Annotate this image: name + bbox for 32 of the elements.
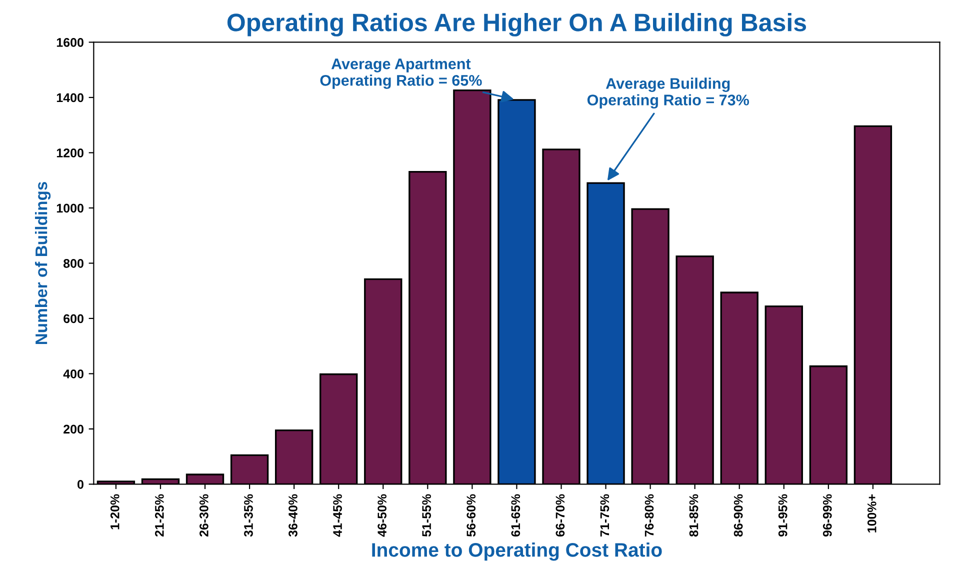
x-tick-label: 86-90% [734, 494, 743, 537]
y-tick-label: 0 [78, 480, 84, 489]
x-tick-label: 31-35% [244, 494, 253, 537]
x-tick-label: 91-95% [778, 494, 788, 537]
y-tick-label: 1400 [56, 93, 84, 102]
x-tick-label: 41-45% [333, 494, 342, 537]
y-axis-title: Number of Buildings [34, 182, 51, 344]
x-tick-label: 76-80% [644, 494, 654, 536]
y-tick-label: 600 [64, 314, 84, 324]
x-tick-label: 56-60% [466, 494, 476, 537]
x-tick-label: 1-20% [110, 494, 120, 530]
x-tick-label: 26-30% [200, 494, 208, 537]
chart-title: Operating Ratios Are Higher On A Building Basis [227, 12, 806, 36]
y-tick-label: 200 [64, 424, 84, 434]
annotation: Average Apartment Operating Ratio = 65% [320, 58, 482, 89]
y-tick-label: 1000 [56, 204, 84, 213]
x-tick-label: 21-25% [154, 494, 164, 537]
y-tick-label: 400 [63, 369, 84, 378]
x-axis-title: Income to Operating Cost Ratio [372, 542, 662, 561]
x-tick-label: 71-75% [600, 494, 610, 536]
x-tick-label: 46-50% [378, 494, 386, 537]
y-tick-label: 800 [64, 259, 84, 268]
x-tick-label: 61-65% [511, 494, 520, 537]
y-tick-label: 1600 [56, 38, 84, 47]
x-tick-label: 100%+ [867, 494, 876, 532]
x-tick-label: 96-99% [822, 494, 832, 537]
annotation: Average Building Operating Ratio = 73% [587, 78, 750, 109]
x-tick-label: 66-70% [556, 494, 565, 537]
x-tick-label: 36-40% [288, 494, 298, 537]
x-tick-label: 51-55% [422, 494, 432, 537]
x-tick-label: 81-85% [689, 494, 698, 537]
y-tick-label: 1200 [56, 148, 84, 158]
